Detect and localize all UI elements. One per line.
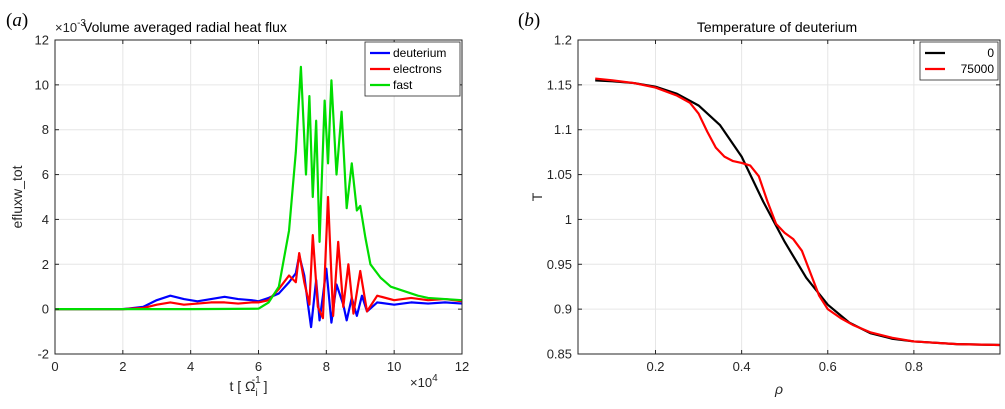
- x-tick-label: 6: [255, 359, 262, 374]
- y-axis-label: T: [529, 192, 545, 201]
- x-axis-label-sub: i: [256, 388, 258, 399]
- y-tick-label: 1.15: [547, 77, 572, 92]
- x-tick-label: 10: [387, 359, 401, 374]
- x-tick-label: 4: [187, 359, 194, 374]
- series-line-75000: [595, 77, 1000, 347]
- panel-label-open-paren: (: [6, 10, 12, 31]
- legend-entry-0: 0: [987, 46, 994, 60]
- chart-title: Volume averaged radial heat flux: [83, 19, 287, 35]
- y-tick-label: 1.05: [547, 167, 572, 182]
- y-tick-label: 8: [42, 122, 49, 137]
- x-axis-label-main: t [ Ω: [229, 378, 255, 394]
- y-tick-label: 2: [42, 257, 49, 272]
- chart-title: Temperature of deuterium: [697, 19, 857, 35]
- x-tick-label: 0: [51, 359, 58, 374]
- y-tick-label: 0.95: [547, 257, 572, 272]
- x-exponent-label: ×104: [410, 373, 438, 390]
- legend-entry-deuterium: deuterium: [393, 46, 446, 60]
- x-tick-label: 0.2: [646, 359, 664, 374]
- x-tick-label: 0.6: [819, 359, 837, 374]
- y-tick-label: 1: [565, 212, 572, 227]
- x-tick-label: 2: [119, 359, 126, 374]
- y-tick-label: 10: [35, 77, 49, 92]
- chart-b-temperature: 0.2 0.4 0.6 0.8 0.85 0.9 0.95 1 1.05 1.1 1.15 1.2 Te…: [518, 10, 1001, 397]
- panel-label-letter: a: [12, 10, 22, 31]
- panel-label: (a): [6, 10, 28, 31]
- x-tick-label: 12: [455, 359, 469, 374]
- panel-label-close-paren: ): [22, 10, 28, 31]
- series-group: [595, 77, 1000, 347]
- y-tick-label: -2: [37, 347, 49, 362]
- panel-label: (b): [518, 10, 540, 31]
- x-axis-label: t [ Ωi -1]: [229, 375, 267, 399]
- y-exponent-power: -3: [77, 18, 86, 29]
- legend-entry-electrons: electrons: [393, 62, 442, 76]
- y-tick-label: 6: [42, 167, 49, 182]
- x-axis-label-close: ]: [264, 378, 268, 394]
- y-tick-label: 0.9: [554, 302, 572, 317]
- panel-label-close-paren: ): [534, 10, 540, 31]
- legend: deuterium electrons fast: [364, 41, 461, 97]
- axes-box: [577, 39, 1001, 355]
- panel-label-open-paren: (: [518, 10, 524, 31]
- y-tick-label: 12: [35, 33, 49, 48]
- x-tick-label: 0.4: [733, 359, 751, 374]
- series-line-electrons: [55, 195, 462, 320]
- legend: 0 75000: [919, 41, 999, 81]
- legend-entry-75000: 75000: [961, 62, 995, 76]
- y-tick-label: 1.1: [554, 122, 572, 137]
- x-axis-label: ρ: [774, 381, 783, 397]
- x-exponent-power: 4: [432, 373, 438, 384]
- series-group: [55, 65, 462, 329]
- y-tick-label: 0.85: [547, 347, 572, 362]
- y-tick-label: 0: [42, 302, 49, 317]
- y-exponent-label: ×10-3: [55, 18, 86, 35]
- y-tick-label: 4: [42, 212, 49, 227]
- legend-entry-fast: fast: [393, 78, 413, 92]
- y-axis-label: efluxw_tot: [9, 165, 25, 228]
- legend-box: [919, 41, 999, 81]
- x-tick-label: 8: [323, 359, 330, 374]
- x-axis-label-sup: -1: [252, 375, 261, 386]
- y-tick-label: 1.2: [554, 33, 572, 48]
- x-tick-label: 0.8: [905, 359, 923, 374]
- panel-label-letter: b: [524, 10, 534, 31]
- y-exponent-base: ×10: [55, 20, 77, 35]
- series-line-fast: [55, 65, 462, 311]
- x-exponent-base: ×10: [410, 375, 432, 390]
